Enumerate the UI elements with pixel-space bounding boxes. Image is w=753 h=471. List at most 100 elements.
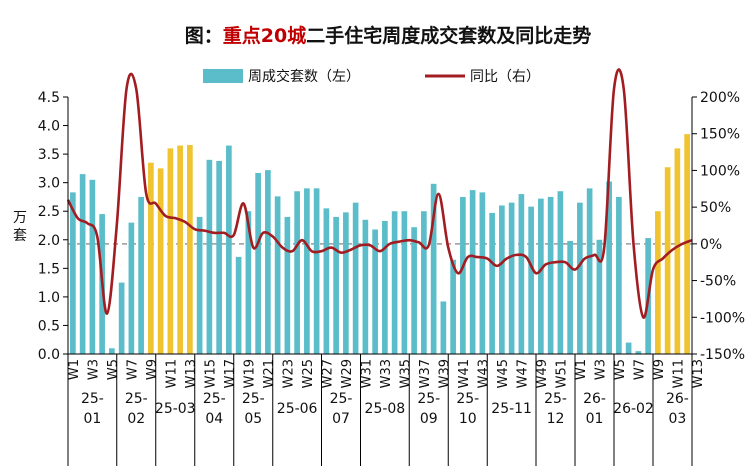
month-label: 25- bbox=[203, 391, 226, 407]
x-tick-label: W15 bbox=[203, 359, 218, 388]
month-label: 01 bbox=[83, 411, 101, 427]
x-tick-label: W19 bbox=[242, 359, 257, 388]
x-tick-label: W35 bbox=[398, 359, 413, 388]
yoy-line bbox=[66, 68, 693, 319]
month-label: 02 bbox=[127, 411, 145, 427]
bar bbox=[489, 212, 495, 354]
bar bbox=[70, 192, 76, 354]
y-axis-right: -150% -100% -50% 0% 50% 100% 150% 200% bbox=[692, 90, 745, 363]
bar bbox=[655, 211, 661, 354]
month-label: 25-08 bbox=[365, 401, 406, 417]
bar bbox=[430, 183, 437, 354]
x-tick-label: W45 bbox=[496, 359, 511, 388]
y-right-tick-label: 150% bbox=[700, 127, 740, 143]
x-tick-label: W39 bbox=[437, 359, 452, 388]
bar bbox=[255, 172, 261, 354]
title-prefix: 图： bbox=[185, 25, 223, 47]
legend: 周成交套数（左） 同比（右） bbox=[203, 68, 540, 85]
bar bbox=[606, 181, 612, 354]
y-axis-left-title-char-1: 万 bbox=[13, 210, 27, 226]
y-right-tick-label: -150% bbox=[700, 347, 745, 363]
x-tick-label: W5 bbox=[106, 359, 121, 380]
bar bbox=[674, 148, 681, 354]
y-right-tick-label: -100% bbox=[700, 310, 745, 326]
x-tick-label: W43 bbox=[476, 359, 491, 388]
bar bbox=[450, 259, 456, 354]
bar bbox=[411, 227, 417, 354]
x-tick-label: W27 bbox=[320, 359, 335, 388]
x-tick-label: W41 bbox=[457, 359, 472, 388]
x-tick-label: W11 bbox=[164, 359, 179, 388]
y-axis-left-title-char-2: 套 bbox=[13, 228, 27, 244]
y-left-tick-label: 1.5 bbox=[38, 261, 60, 277]
bar bbox=[479, 192, 486, 354]
x-tick-label: W11 bbox=[671, 359, 686, 388]
x-tick-label: W31 bbox=[359, 359, 374, 388]
x-tick-label: W51 bbox=[554, 359, 569, 388]
month-label: 25- bbox=[330, 391, 353, 407]
bar bbox=[138, 196, 144, 354]
bar bbox=[596, 239, 603, 354]
bar-series bbox=[70, 134, 690, 354]
x-tick-label: W7 bbox=[632, 359, 647, 380]
bar bbox=[625, 342, 632, 354]
month-label: 25- bbox=[81, 391, 104, 407]
month-label: 05 bbox=[244, 411, 262, 427]
x-tick-label: W17 bbox=[223, 359, 238, 388]
y-left-tick-label: 2.0 bbox=[38, 233, 60, 249]
bar bbox=[460, 196, 466, 354]
x-tick-label: W3 bbox=[86, 359, 101, 380]
bar bbox=[274, 196, 281, 354]
bar bbox=[265, 170, 271, 354]
bar bbox=[567, 240, 573, 354]
bar bbox=[245, 211, 252, 354]
month-label: 25- bbox=[242, 391, 265, 407]
month-label: 25- bbox=[417, 391, 440, 407]
y-left-tick-label: 3.5 bbox=[38, 147, 60, 163]
x-tick-label: W23 bbox=[281, 359, 296, 388]
bar bbox=[79, 174, 86, 354]
bar bbox=[157, 168, 164, 354]
x-tick-label: W25 bbox=[301, 359, 316, 388]
y-left-tick-label: 4.0 bbox=[38, 119, 60, 135]
y-right-tick-label: 200% bbox=[700, 90, 740, 106]
y-left-tick-label: 4.5 bbox=[38, 90, 60, 106]
bar bbox=[684, 134, 690, 354]
bar bbox=[577, 202, 583, 354]
bar bbox=[226, 145, 232, 354]
bar bbox=[304, 188, 310, 354]
bar bbox=[440, 301, 447, 354]
bar bbox=[235, 256, 242, 354]
title-rest: 二手住宅周度成交套数及同比走势 bbox=[306, 24, 591, 47]
bar bbox=[508, 202, 515, 354]
month-label: 25- bbox=[125, 391, 148, 407]
month-label: 12 bbox=[547, 411, 565, 427]
y-axis-left: 0.0 0.5 1.0 1.5 2.0 2.5 3.0 3.5 4.0 4.5 bbox=[38, 90, 68, 363]
bar bbox=[196, 216, 203, 354]
bar bbox=[148, 162, 154, 354]
bar bbox=[382, 220, 388, 354]
x-tick-label: W49 bbox=[535, 359, 550, 388]
x-tick-label: W37 bbox=[418, 359, 433, 388]
y-axis-left-title: 万 套 bbox=[13, 210, 27, 244]
bar bbox=[323, 208, 330, 354]
bar bbox=[284, 216, 291, 354]
month-label: 04 bbox=[205, 411, 223, 427]
bar bbox=[343, 212, 349, 354]
month-label: 09 bbox=[420, 411, 438, 427]
bar bbox=[616, 196, 622, 354]
bar bbox=[664, 167, 671, 354]
bar bbox=[352, 202, 359, 354]
y-left-tick-label: 0.5 bbox=[38, 318, 60, 334]
x-tick-label: W21 bbox=[262, 359, 277, 388]
bar bbox=[391, 211, 398, 354]
month-label: 25- bbox=[456, 391, 479, 407]
x-tick-label: W13 bbox=[184, 359, 199, 388]
y-left-tick-label: 0.0 bbox=[38, 347, 60, 363]
bar bbox=[313, 188, 320, 354]
chart-title: 图：重点20城二手住宅周度成交套数及同比走势 bbox=[185, 24, 591, 47]
bar bbox=[333, 216, 339, 354]
x-tick-label: W47 bbox=[515, 359, 530, 388]
